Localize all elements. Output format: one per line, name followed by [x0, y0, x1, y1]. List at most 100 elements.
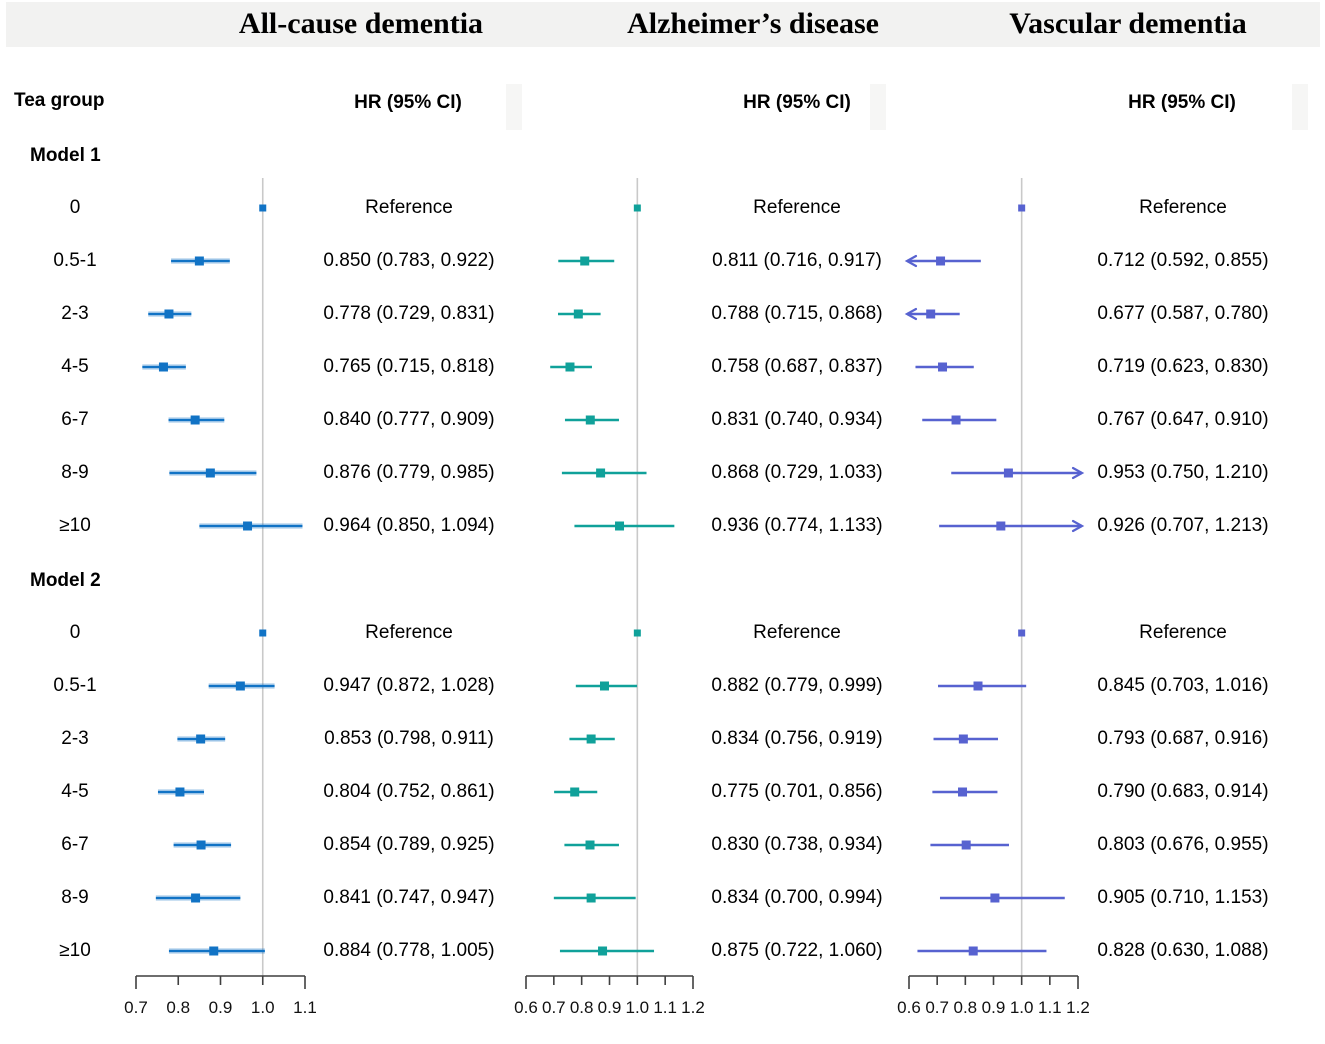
hr-value: 0.758 (0.687, 0.837) [711, 356, 883, 377]
title-band [6, 2, 1320, 47]
point-marker [580, 256, 590, 266]
hr-value: 0.876 (0.779, 0.985) [323, 462, 495, 483]
hr-value: 0.803 (0.676, 0.955) [1097, 834, 1269, 855]
point-marker [196, 840, 206, 850]
tick-label: 1.0 [1010, 998, 1034, 1017]
model-2-label: Model 2 [30, 570, 101, 591]
left-arrowhead [904, 254, 918, 268]
tick-label: 0.6 [514, 998, 538, 1017]
point-marker [596, 468, 606, 478]
hr-value: 0.964 (0.850, 1.094) [323, 515, 495, 536]
tea-group-label: 0 [69, 622, 81, 643]
tea-group-label: 6-7 [61, 409, 89, 430]
tea-group-label: 8-9 [61, 887, 89, 908]
point-marker [599, 681, 609, 691]
model-1-label: Model 1 [30, 145, 101, 166]
right-arrowhead [1071, 519, 1085, 533]
tea-group-label: 2-3 [61, 728, 89, 749]
hr-value: 0.947 (0.872, 1.028) [323, 675, 495, 696]
point-marker [938, 362, 948, 372]
tea-group-label: ≥10 [59, 940, 91, 961]
hr-value: 0.882 (0.779, 0.999) [711, 675, 883, 696]
reference-marker [1018, 204, 1026, 212]
hr-header-vascular: HR (95% CI) [1128, 92, 1236, 113]
point-marker [958, 787, 968, 797]
tea-group-label: 4-5 [61, 356, 89, 377]
tick-label: 0.8 [954, 998, 978, 1017]
hr-value: 0.677 (0.587, 0.780) [1097, 303, 1269, 324]
tea-group-label: 4-5 [61, 781, 89, 802]
hr-value: 0.845 (0.703, 1.016) [1097, 675, 1269, 696]
point-marker [936, 256, 946, 266]
point-marker [570, 787, 580, 797]
panel-title-alzheimers: Alzheimer’s disease [627, 7, 879, 40]
tick-label: 0.7 [925, 998, 949, 1017]
tick-label: 1.1 [293, 998, 317, 1017]
reference-marker [259, 204, 267, 212]
point-marker [573, 309, 583, 319]
hr-value: 0.719 (0.623, 0.830) [1097, 356, 1269, 377]
tea-group-label: ≥10 [59, 515, 91, 536]
hr-value: 0.828 (0.630, 1.088) [1097, 940, 1269, 961]
hr-value: 0.884 (0.778, 1.005) [323, 940, 495, 961]
tea-group-label: 0.5-1 [53, 675, 97, 696]
hr-value: Reference [1139, 197, 1227, 218]
point-marker [996, 521, 1006, 531]
point-marker [961, 840, 971, 850]
hr-value: 0.775 (0.701, 0.856) [711, 781, 883, 802]
hr-value: 0.953 (0.750, 1.210) [1097, 462, 1269, 483]
point-marker [973, 681, 983, 691]
hr-header-alzheimers: HR (95% CI) [743, 92, 851, 113]
tick-label: 0.9 [598, 998, 622, 1017]
tea-group-label: 6-7 [61, 834, 89, 855]
reference-marker [633, 204, 641, 212]
tick-label: 1.1 [1038, 998, 1062, 1017]
hr-value: 0.767 (0.647, 0.910) [1097, 409, 1269, 430]
hr-value: 0.778 (0.729, 0.831) [323, 303, 495, 324]
tick-label: 0.9 [209, 998, 233, 1017]
tick-label: 1.1 [653, 998, 677, 1017]
tick-label: 1.2 [1066, 998, 1090, 1017]
tea-group-label: 2-3 [61, 303, 89, 324]
tea-group-header: Tea group [14, 90, 105, 111]
hr-header-all-cause: HR (95% CI) [354, 92, 462, 113]
point-marker [190, 415, 200, 425]
tick-label: 0.6 [897, 998, 921, 1017]
tea-group-label: 0 [69, 197, 81, 218]
hr-value: 0.788 (0.715, 0.868) [711, 303, 883, 324]
tick-label: 0.8 [570, 998, 594, 1017]
point-marker [1003, 468, 1013, 478]
hr-value: Reference [753, 197, 841, 218]
tick-label: 0.8 [166, 998, 190, 1017]
hr-value: 0.875 (0.722, 1.060) [711, 940, 883, 961]
tick-label: 0.9 [982, 998, 1006, 1017]
point-marker [243, 521, 253, 531]
point-marker [191, 893, 201, 903]
hr-value: 0.840 (0.777, 0.909) [323, 409, 495, 430]
hr-value: 0.834 (0.756, 0.919) [711, 728, 883, 749]
point-marker [235, 681, 245, 691]
hr-value: 0.936 (0.774, 1.133) [711, 515, 883, 536]
reference-marker [633, 629, 641, 637]
point-marker [194, 256, 204, 266]
point-marker [951, 415, 961, 425]
tick-label: 0.7 [124, 998, 148, 1017]
hr-value: 0.811 (0.716, 0.917) [712, 250, 882, 271]
hr-value: Reference [365, 622, 453, 643]
point-marker [209, 946, 219, 956]
point-marker [968, 946, 978, 956]
hr-value: 0.790 (0.683, 0.914) [1097, 781, 1269, 802]
reference-marker [1018, 629, 1026, 637]
point-marker [565, 362, 575, 372]
hr-value: 0.712 (0.592, 0.855) [1097, 250, 1269, 271]
hr-value: 0.804 (0.752, 0.861) [323, 781, 495, 802]
divider-strip [1292, 84, 1308, 130]
point-marker [586, 734, 596, 744]
point-marker [586, 893, 596, 903]
hr-value: 0.850 (0.783, 0.922) [323, 250, 495, 271]
point-marker [958, 734, 968, 744]
tea-group-label: 0.5-1 [53, 250, 97, 271]
point-marker [164, 309, 174, 319]
point-marker [205, 468, 215, 478]
